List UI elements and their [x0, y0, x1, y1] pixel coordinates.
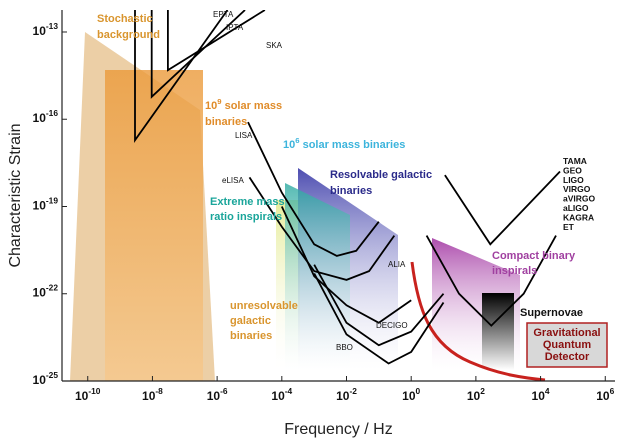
annotation: Extreme mass — [210, 196, 285, 208]
supernova-region — [482, 293, 514, 370]
emri-region — [285, 183, 350, 370]
y-tick-label: 10-13 — [33, 21, 59, 38]
annotation: 106 solar mass binaries — [283, 136, 405, 151]
annotation: ET — [563, 222, 575, 232]
x-tick-label: 10-10 — [75, 386, 101, 403]
annotation: background — [97, 29, 160, 41]
annotation: KAGRA — [563, 213, 594, 223]
x-tick-label: 10-6 — [207, 386, 228, 403]
x-axis-title: Frequency / Hz — [284, 421, 392, 438]
x-tick-label: 10-8 — [142, 386, 163, 403]
annotation: Resolvable galactic — [330, 169, 432, 181]
annotation: VIRGO — [563, 184, 591, 194]
curve-label: LISA — [235, 131, 253, 140]
x-tick-label: 10-2 — [336, 386, 357, 403]
y-tick-label: 10-16 — [33, 108, 59, 125]
sensitivity-curve — [167, 10, 266, 72]
supernova-curve — [410, 261, 546, 382]
plot: 10-10 10-8 10-6 10-4 10-2 100 102 104 106 10-13 10… — [7, 10, 615, 438]
annotation: Compact binary — [492, 250, 576, 262]
sensitivity-curve — [444, 170, 561, 246]
x-tick-label: 106 — [596, 386, 614, 403]
annotation: Detector — [545, 351, 590, 363]
y-tick-label: 10-22 — [33, 283, 59, 300]
annotation: aVIRGO — [563, 194, 596, 204]
curve-label: EPTA — [213, 10, 234, 19]
annotation: Supernovae — [520, 307, 583, 319]
annotation: GEO — [563, 166, 582, 176]
annotation: binaries — [230, 330, 272, 342]
annotation: binaries — [205, 116, 247, 128]
sensitivity-curve — [150, 10, 246, 99]
annotation: 109 solar mass — [205, 97, 282, 112]
sensitivity-curve — [248, 176, 396, 281]
annotation: binaries — [330, 185, 372, 197]
curve-label: BBO — [336, 343, 353, 352]
curve-label: SKA — [266, 41, 283, 50]
sensitivity-curve — [134, 10, 229, 144]
annotation: LIGO — [563, 175, 584, 185]
detector-box — [526, 322, 608, 368]
annotation: Gravitational — [533, 327, 600, 339]
curve-label: ALIA — [388, 260, 406, 269]
regions — [70, 32, 608, 382]
sensitivity-curve — [247, 121, 380, 257]
y-tick-label: 10-25 — [33, 370, 59, 387]
curve-label: DECIGO — [376, 321, 408, 330]
annotation: Quantum — [543, 339, 591, 351]
sensitivity-curve — [313, 272, 445, 365]
x-tick-label: 104 — [532, 386, 550, 403]
x-tick-label: 10-4 — [271, 386, 292, 403]
y-tick-label: 10-19 — [33, 196, 59, 213]
curve-label: eLISA — [222, 176, 244, 185]
sensitivity-curve — [280, 206, 412, 324]
annotation: unresolvable — [230, 300, 298, 312]
y-axis-title: Characteristic Strain — [7, 123, 24, 267]
annotation: Stochastic — [97, 13, 153, 25]
x-tick-label: 100 — [402, 386, 420, 403]
x-tick-label: 102 — [467, 386, 485, 403]
smbh-region — [105, 70, 203, 381]
annotation: ratio inspirals — [210, 211, 282, 223]
annotation: TAMA — [563, 156, 587, 166]
annotation: galactic — [230, 315, 271, 327]
annotation: aLIGO — [563, 203, 589, 213]
annotation: inspirals — [492, 265, 537, 277]
sensitivity-curve — [425, 235, 557, 327]
sensitivity-curve — [313, 264, 445, 347]
